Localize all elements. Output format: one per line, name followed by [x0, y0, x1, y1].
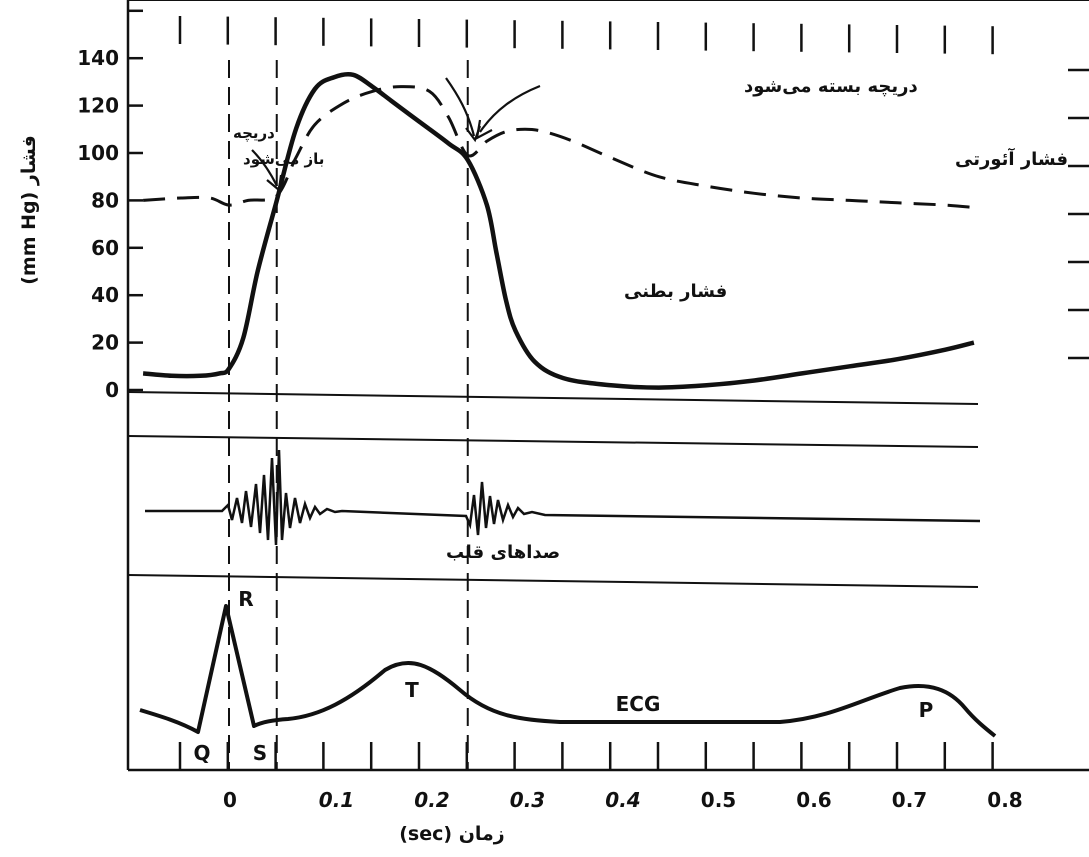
x-axis-label: زمان (sec)	[399, 823, 505, 845]
ventricular-pressure-label: فشار بطنی	[624, 281, 727, 302]
valve-close-arrow-right	[475, 84, 541, 141]
y-tick-label: 140	[77, 46, 119, 70]
y-tick-label: 120	[77, 94, 119, 118]
wave-q-label: Q	[193, 741, 210, 765]
wave-r-label: R	[238, 587, 253, 611]
wave-p-label: P	[919, 698, 934, 722]
tick-marks	[128, 0, 1089, 770]
heart-sounds-trace	[145, 449, 981, 546]
valve-close-arrow-left	[445, 77, 482, 143]
event-lines	[228, 60, 469, 770]
heart-sounds-label: صداهای قلب	[446, 542, 560, 563]
x-tick-label: 0.6	[796, 788, 831, 812]
x-tick-label: 0.1	[319, 788, 354, 812]
y-tick-label: 20	[91, 331, 119, 355]
y-tick-label: 60	[91, 236, 119, 260]
ventricular-pressure-line	[142, 71, 975, 390]
x-tick-label: 0.3	[510, 788, 545, 812]
ecg-trace	[139, 604, 997, 738]
valve-closes-label: دریچه بسته می‌شود	[744, 76, 918, 97]
panel-separator-3	[127, 574, 979, 588]
x-tick-label: 0.4	[605, 788, 640, 812]
x-tick-labels: 0 0.1 0.2 0.3 0.4 0.5 0.6 0.7 0.8	[223, 788, 1023, 812]
x-tick-label: 0.2	[414, 788, 449, 812]
y-tick-label: 40	[91, 283, 119, 307]
panel-separator-2	[127, 435, 979, 448]
valve-opens-label-line1: دریچه	[233, 124, 275, 143]
aortic-pressure-line	[143, 85, 975, 209]
x-tick-label: 0.8	[987, 788, 1022, 812]
x-tick-label: 0.5	[701, 788, 736, 812]
aortic-pressure-label: فشار آئورتی	[955, 147, 1068, 170]
panel-separator-1	[127, 391, 979, 405]
y-tick-labels: 0 20 40 60 80 100 120 140	[77, 46, 119, 402]
ecg-label: ECG	[616, 692, 661, 716]
wave-t-label: T	[405, 678, 419, 702]
x-tick-label: 0.7	[892, 788, 927, 812]
wave-s-label: S	[253, 741, 267, 765]
y-tick-label: 100	[77, 141, 119, 165]
valve-open-arrow	[251, 149, 283, 193]
y-tick-label: 80	[91, 188, 119, 212]
y-axis-label: فشار (mm Hg)	[18, 135, 40, 285]
x-tick-label: 0	[223, 788, 237, 812]
y-tick-label: 0	[105, 378, 119, 402]
